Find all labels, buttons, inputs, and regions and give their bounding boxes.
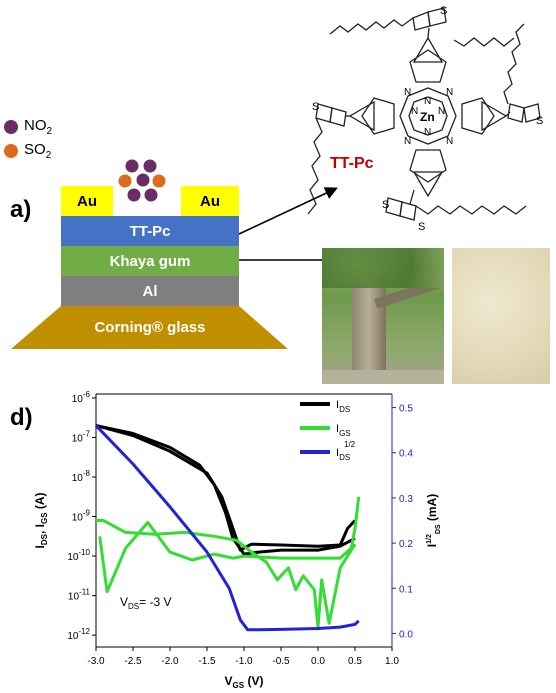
- au-electrode-left: Au: [61, 186, 113, 216]
- legend-label: IDS1/2: [336, 440, 356, 462]
- arrows: [238, 187, 339, 267]
- x-tick-label: -3.0: [87, 656, 105, 667]
- no2-label: NO2: [24, 117, 53, 137]
- x-tick-label: -2.0: [161, 656, 179, 667]
- x-tick-label: -1.0: [235, 656, 253, 667]
- gas-molecules: [118, 159, 166, 202]
- atom-s-1: S: [440, 5, 447, 17]
- y-right-tick-label: 0.4: [399, 449, 413, 460]
- panel-label-a: a): [10, 196, 32, 223]
- atom-s-2: S: [382, 199, 389, 211]
- y-right-tick-label: 0.3: [399, 494, 413, 505]
- atom-n-7: N: [424, 96, 431, 107]
- y-left-tick-label: 10-9: [72, 509, 91, 524]
- panel-label-d: d): [10, 404, 33, 431]
- y-right-tick-label: 0.5: [399, 404, 413, 415]
- atom-n-8: N: [424, 127, 431, 138]
- vds-annotation: VDS= -3 V: [120, 595, 172, 611]
- khaya-gum-powder-photo: [452, 248, 550, 384]
- series-line-ids: [95, 424, 357, 552]
- so2-dot-icon: [4, 144, 18, 158]
- tree-foliage: [322, 248, 444, 288]
- series-line-igs: [98, 496, 361, 594]
- atom-n-4: N: [446, 136, 453, 147]
- y-axis-left-label: IDS, IGS (A): [33, 492, 49, 548]
- x-tick-label: -0.5: [272, 656, 290, 667]
- glass-substrate-label: Corning® glass: [94, 318, 206, 336]
- ttpc-molecule-structure: S S S S S N N N N N N N N Zn TT-Pc: [307, 5, 543, 233]
- atom-s-3: S: [312, 101, 319, 113]
- x-tick-label: -1.5: [198, 656, 216, 667]
- series-line-ids: [95, 424, 356, 556]
- gas-legend: NO2 SO2: [4, 116, 74, 168]
- khaya-gum-layer: Khaya gum: [61, 246, 239, 276]
- x-tick-label: 0.0: [311, 656, 325, 667]
- molecule-name: TT-Pc: [330, 155, 374, 172]
- tree-photo: [322, 248, 444, 384]
- so2-label: SO2: [24, 141, 52, 161]
- y-right-tick-label: 0.2: [399, 539, 413, 550]
- ttpc-layer: TT-Pc: [61, 216, 239, 246]
- glass-substrate-shape: [11, 306, 288, 349]
- y-left-tick-label: 10-8: [72, 469, 91, 484]
- no2-dot-icon: [4, 120, 18, 134]
- series-line-ids12: [94, 424, 360, 632]
- x-axis-label: VGS (V): [225, 674, 264, 690]
- atom-n-3: N: [404, 136, 411, 147]
- atom-n-6: N: [438, 106, 445, 117]
- al-gate-layer: Al: [61, 276, 239, 306]
- y-left-tick-label: 10-11: [68, 588, 91, 603]
- y-right-tick-label: 0.0: [399, 629, 413, 640]
- legend-label: IDS: [336, 399, 350, 414]
- x-tick-label: -2.5: [124, 656, 142, 667]
- y-right-tick-label: 0.1: [399, 584, 413, 595]
- atom-n-2: N: [446, 87, 453, 98]
- y-left-tick-label: 10-7: [72, 429, 91, 444]
- y-left-tick-label: 10-6: [72, 390, 91, 405]
- atom-s-4: S: [536, 115, 543, 127]
- y-axis-right-label: I1/2DS (mA): [425, 494, 442, 547]
- atom-n-1: N: [404, 87, 411, 98]
- atom-zn: Zn: [420, 110, 435, 124]
- transfer-characteristics-chart: -3.0 -2.5 -2.0 -1.5 -1.0 -0.5 0.0 0.5 1.0 10-12 10…: [33, 390, 442, 690]
- atom-s-5: S: [418, 221, 425, 233]
- y-left-tick-label: 10-12: [67, 627, 90, 642]
- au-electrode-right: Au: [181, 186, 239, 216]
- legend-label: IGS: [336, 423, 351, 438]
- ground: [322, 370, 444, 384]
- tree-trunk: [352, 278, 386, 384]
- atom-n-5: N: [411, 106, 418, 117]
- x-tick-label: 0.5: [348, 656, 362, 667]
- x-tick-label: 1.0: [385, 656, 399, 667]
- y-left-tick-label: 10-10: [67, 548, 90, 563]
